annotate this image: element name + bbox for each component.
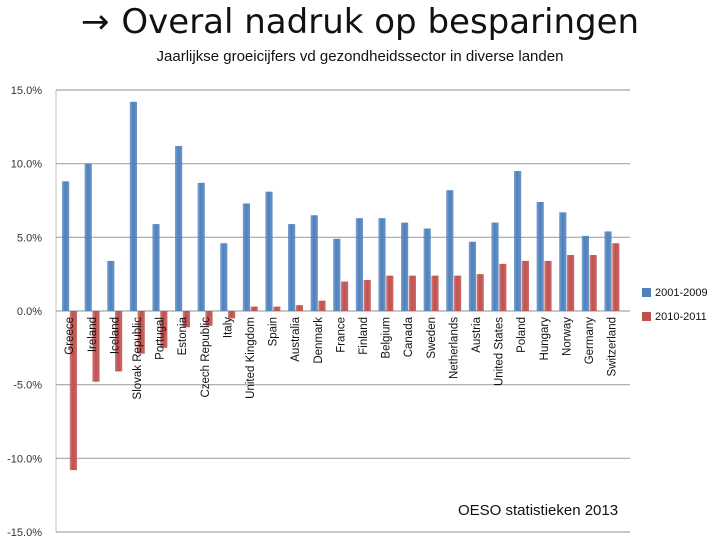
bar-series2 bbox=[273, 306, 281, 311]
bar-series1 bbox=[333, 238, 341, 311]
bar-series1 bbox=[220, 243, 228, 311]
x-tick-label: Estonia bbox=[177, 316, 189, 355]
chart-subtitle: Jaarlijkse groeicijfers vd gezondheidsse… bbox=[156, 48, 564, 65]
source-note: OESO statistieken 2013 bbox=[458, 502, 619, 519]
page-title: → Overal nadruk op besparingen bbox=[0, 0, 720, 44]
arrow-right-icon: → bbox=[80, 2, 110, 42]
bar-series1 bbox=[355, 218, 363, 311]
bar-series2 bbox=[182, 311, 190, 328]
y-tick-label: 10.0% bbox=[11, 159, 42, 171]
legend-label: 2001-2009 bbox=[655, 287, 708, 299]
bar-series1 bbox=[62, 181, 70, 311]
x-tick-label: Greece bbox=[64, 317, 76, 355]
x-tick-label: Poland bbox=[516, 317, 528, 353]
x-tick-label: United States bbox=[494, 317, 506, 386]
bar-series1 bbox=[401, 222, 409, 311]
bar-series2 bbox=[228, 311, 236, 319]
x-tick-label: United Kingdom bbox=[245, 317, 257, 399]
x-tick-label: Hungary bbox=[539, 317, 551, 361]
bar-series2 bbox=[69, 311, 77, 471]
bar-series1 bbox=[84, 163, 92, 311]
bar-series2 bbox=[499, 263, 507, 311]
bar-series1 bbox=[242, 203, 250, 311]
bar-series2 bbox=[363, 280, 371, 311]
bar-series2 bbox=[137, 311, 145, 354]
y-tick-label: -5.0% bbox=[13, 380, 42, 392]
bar-series2 bbox=[544, 260, 552, 311]
x-tick-label: Norway bbox=[561, 317, 573, 356]
bar-series1 bbox=[514, 171, 522, 311]
bar-series2 bbox=[567, 255, 575, 311]
x-tick-label: Italy bbox=[222, 317, 234, 338]
legend-label: 2010-2011 bbox=[655, 311, 707, 323]
bar-series1 bbox=[378, 218, 386, 311]
bar-series1 bbox=[129, 101, 137, 311]
bar-series2 bbox=[318, 300, 326, 311]
bar-series2 bbox=[612, 243, 620, 311]
bar-series2 bbox=[431, 275, 439, 311]
bar-series1 bbox=[175, 145, 183, 311]
x-tick-label: Germany bbox=[584, 317, 596, 365]
bar-series1 bbox=[446, 190, 454, 311]
bar-series2 bbox=[295, 305, 303, 311]
bar-series2 bbox=[476, 274, 484, 311]
y-tick-label: 5.0% bbox=[17, 232, 42, 244]
bar-series2 bbox=[92, 311, 100, 382]
bar-series1 bbox=[581, 235, 589, 311]
bar-series2 bbox=[589, 255, 597, 311]
bar-series1 bbox=[107, 260, 115, 311]
page-title-text: Overal nadruk op besparingen bbox=[121, 2, 640, 42]
bar-series1 bbox=[559, 212, 567, 311]
x-tick-label: Portugal bbox=[155, 317, 167, 360]
legend-swatch bbox=[642, 288, 651, 297]
x-tick-label: Netherlands bbox=[448, 317, 460, 379]
bar-series1 bbox=[423, 228, 431, 311]
bar-series1 bbox=[468, 241, 476, 311]
x-tick-label: Belgium bbox=[381, 317, 393, 359]
bar-series1 bbox=[491, 222, 499, 311]
x-tick-label: Australia bbox=[290, 316, 302, 361]
y-tick-label: -10.0% bbox=[7, 453, 42, 465]
bar-series2 bbox=[386, 275, 394, 311]
x-tick-label: Switzerland bbox=[607, 317, 619, 376]
chart-frame: 15.0% 10.0% 5.0% 0.0% -5.0% -10.0% -15.0% Greec… bbox=[0, 72, 720, 540]
y-tick-label: 0.0% bbox=[17, 306, 42, 318]
bar-series2 bbox=[408, 275, 416, 311]
x-tick-label: Denmark bbox=[313, 317, 325, 364]
bar-series2 bbox=[521, 260, 529, 311]
x-tick-label: France bbox=[335, 317, 347, 353]
x-tick-label: Iceland bbox=[109, 317, 121, 354]
bar-series2 bbox=[160, 311, 168, 348]
bar-series1 bbox=[310, 215, 318, 311]
y-tick-label: -15.0% bbox=[7, 527, 42, 539]
bar-series1 bbox=[536, 201, 544, 311]
bar-series1 bbox=[197, 182, 205, 311]
bar-chart: 15.0% 10.0% 5.0% 0.0% -5.0% -10.0% -15.0% Greec… bbox=[7, 85, 708, 539]
bar-series1 bbox=[152, 224, 160, 311]
legend-swatch bbox=[642, 312, 651, 321]
x-tick-label: Spain bbox=[268, 317, 280, 346]
x-tick-label: Sweden bbox=[426, 317, 438, 359]
bar-series2 bbox=[205, 311, 213, 326]
x-tick-label: Austria bbox=[471, 316, 483, 352]
bar-series2 bbox=[250, 306, 258, 311]
bar-series2 bbox=[115, 311, 123, 372]
bar-series1 bbox=[604, 231, 612, 311]
x-tick-label: Ireland bbox=[87, 317, 99, 352]
bar-series2 bbox=[454, 275, 462, 311]
x-tick-label: Slovak Republic bbox=[132, 317, 144, 400]
bar-series1 bbox=[288, 224, 296, 311]
bar-series1 bbox=[265, 191, 273, 311]
bar-series2 bbox=[341, 281, 349, 311]
x-tick-label: Finland bbox=[358, 317, 370, 355]
x-tick-label: Canada bbox=[403, 316, 415, 357]
x-tick-label: Czech Republic bbox=[200, 317, 212, 398]
y-tick-label: 15.0% bbox=[11, 85, 42, 97]
